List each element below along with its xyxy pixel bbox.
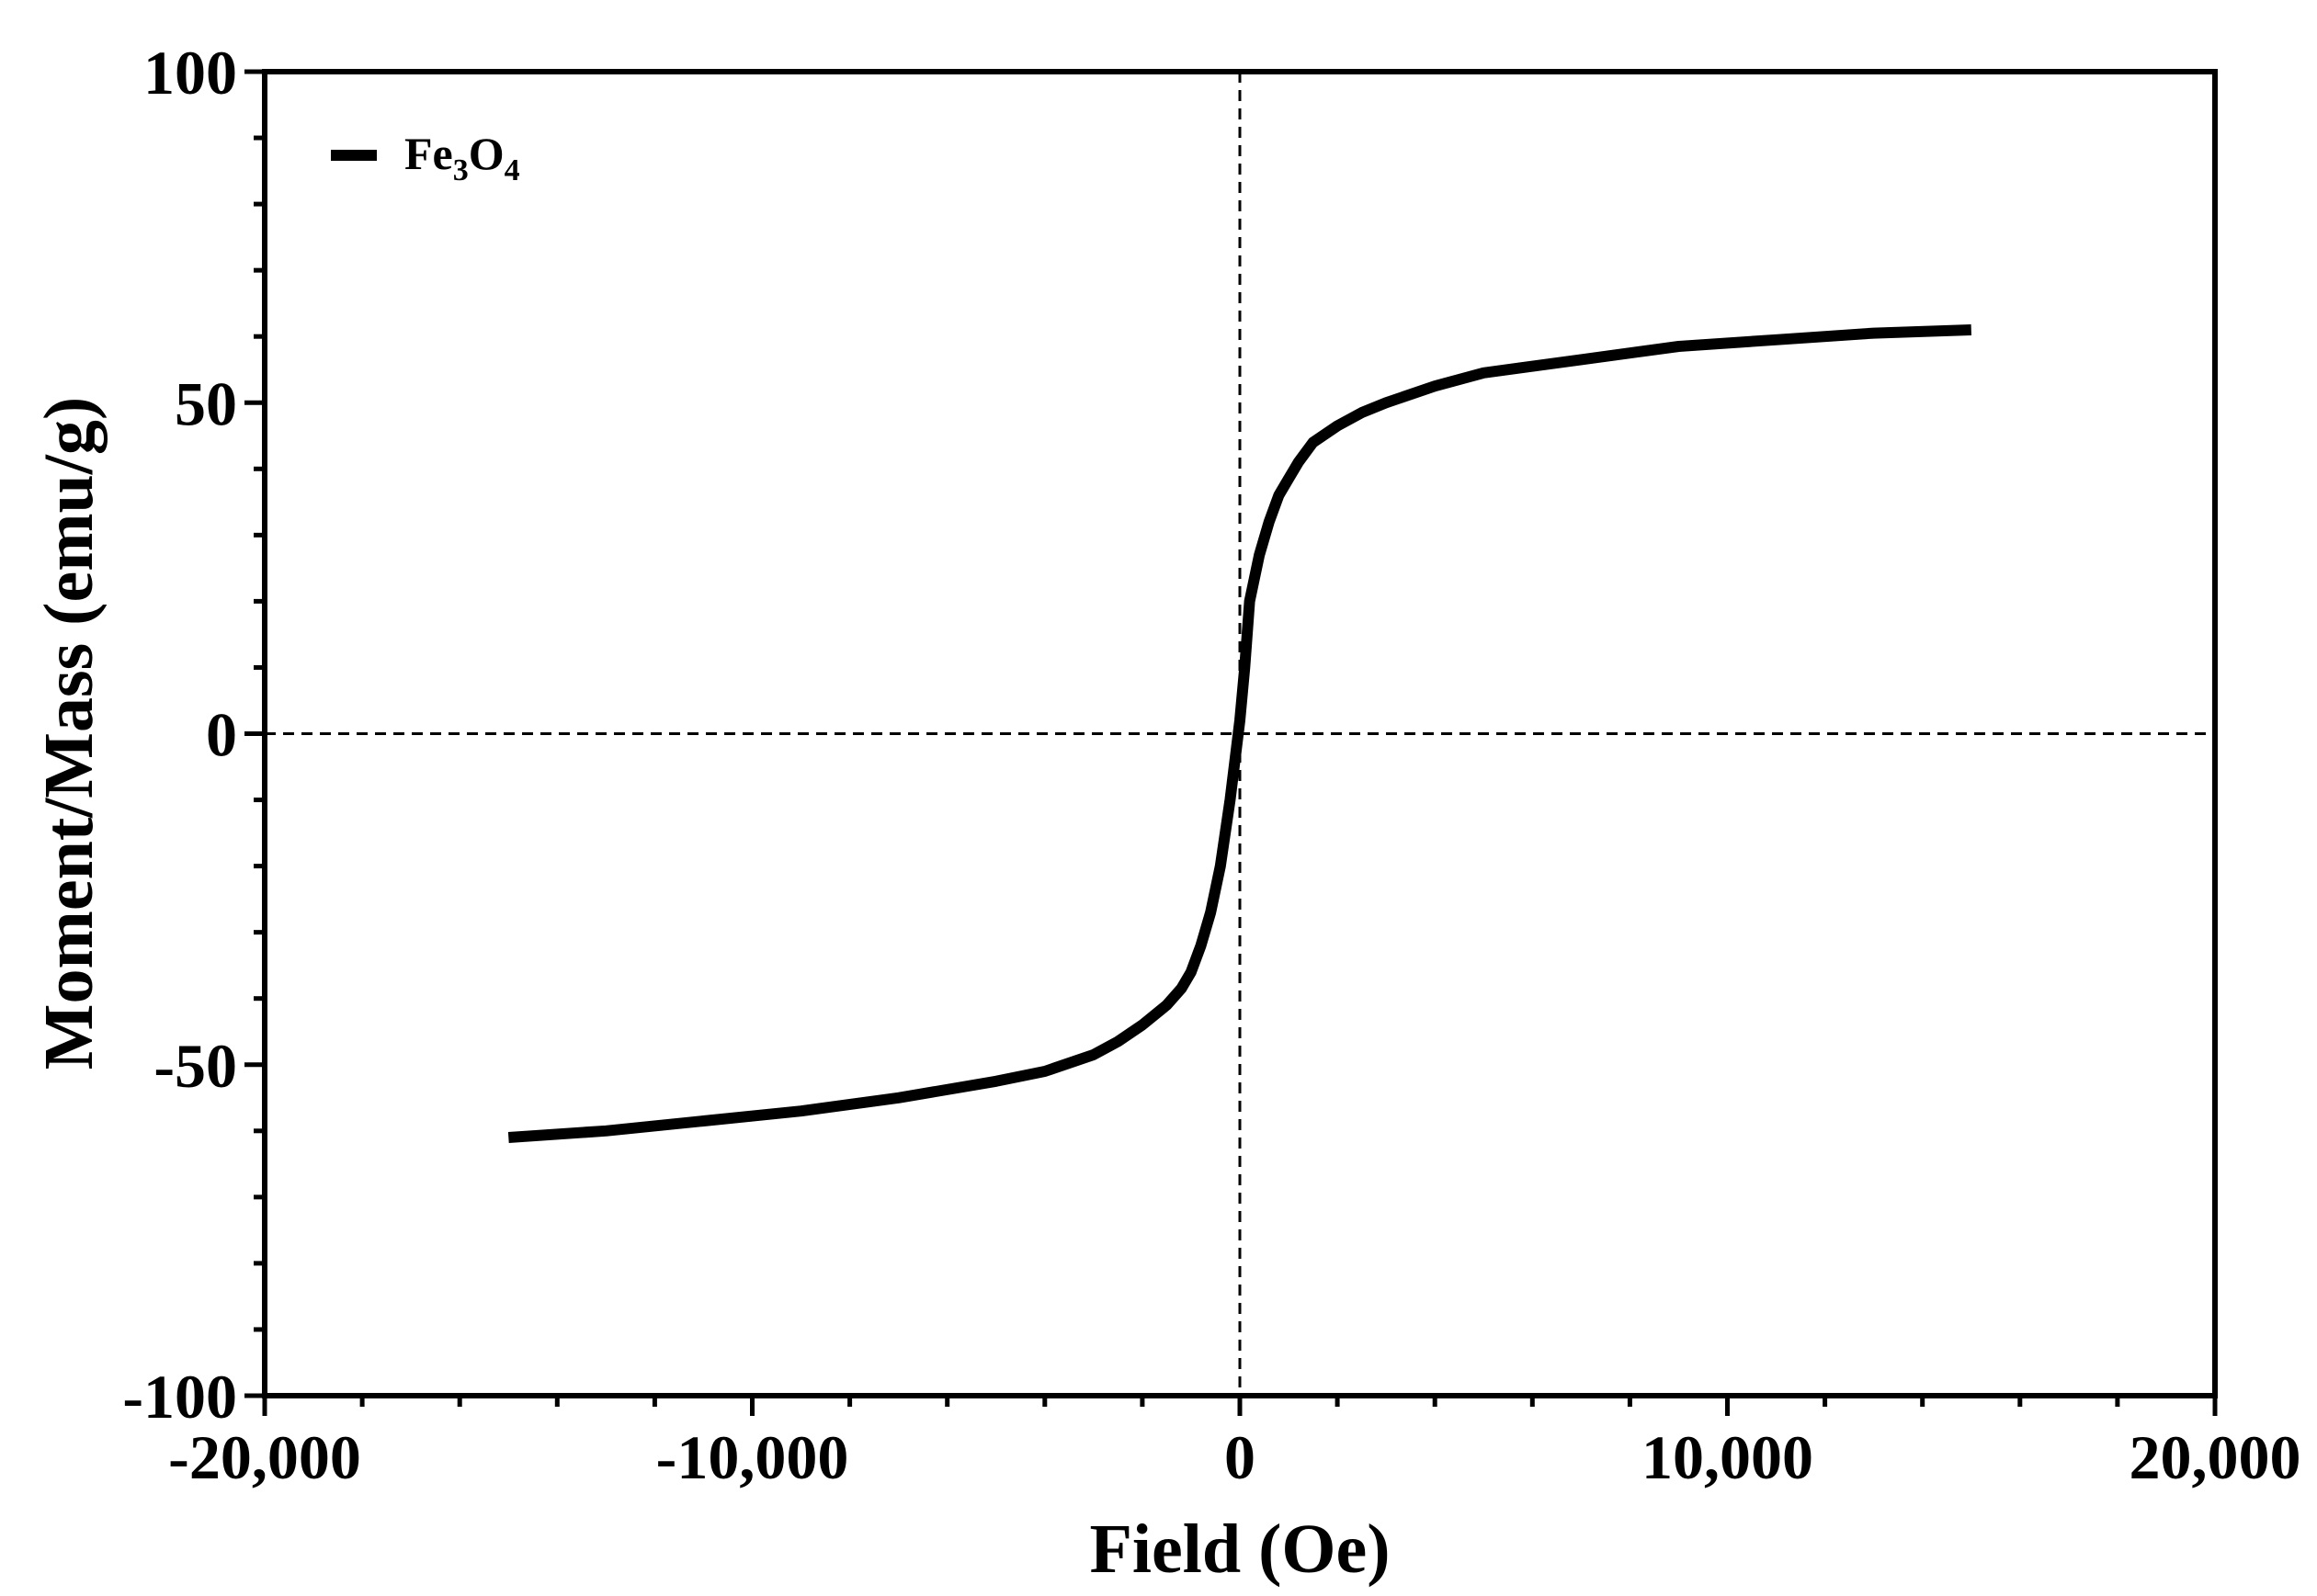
y-tick-label: -50 (153, 1031, 237, 1101)
y-tick-label: -100 (122, 1362, 237, 1432)
tick-labels: -20,000 -10,000 0 10,000 20,000 -100 -50 0 50 100 (122, 38, 2300, 1492)
legend-label: Fe3O4 (404, 128, 520, 187)
x-tick-label: 20,000 (2130, 1422, 2301, 1492)
series-layer (507, 324, 1972, 1143)
x-tick-label: -20,000 (168, 1422, 361, 1492)
ticks (244, 69, 2218, 1416)
x-tick-label: 0 (1224, 1422, 1255, 1492)
legend-label-part: O (469, 128, 505, 179)
legend-label-part: Fe (404, 128, 453, 179)
x-tick-label: 10,000 (1641, 1422, 1813, 1492)
legend-label-subscript: 3 (453, 153, 469, 187)
y-tick-label: 100 (143, 38, 237, 108)
y-tick-label: 0 (206, 700, 237, 770)
x-tick-label: -10,000 (656, 1422, 849, 1492)
legend-label-subscript: 4 (505, 153, 520, 187)
legend: Fe3O4 (331, 128, 520, 187)
y-axis-title: Moment/Mass (emu/g) (30, 397, 108, 1070)
x-axis-title: Field (Oe) (1089, 1511, 1390, 1588)
series-line-fe3o4 (507, 324, 1972, 1143)
y-tick-label: 50 (175, 368, 237, 438)
